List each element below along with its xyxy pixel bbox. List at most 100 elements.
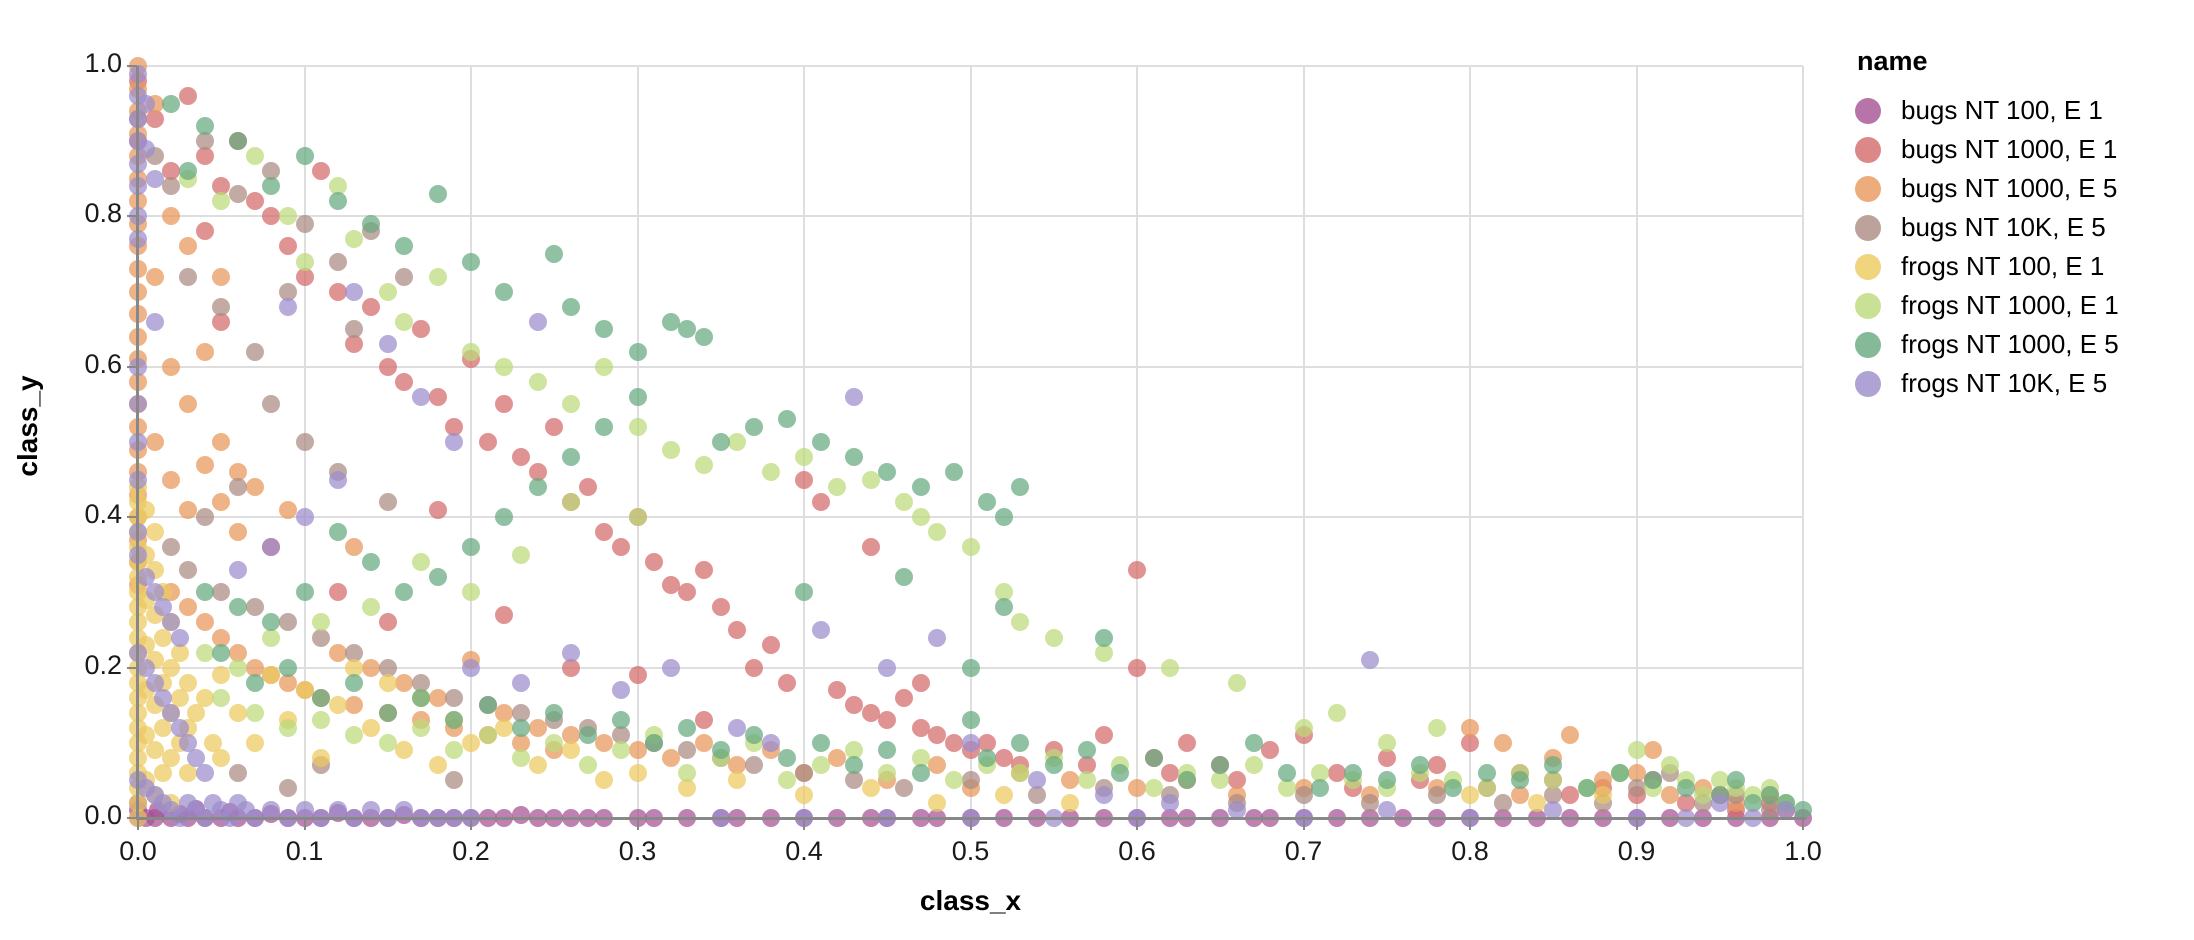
data-point: [145, 267, 164, 286]
data-point: [445, 433, 464, 451]
data-point: [195, 132, 214, 151]
data-point: [295, 508, 314, 527]
data-point: [378, 613, 397, 632]
data-point: [844, 448, 863, 467]
data-point: [1560, 786, 1579, 805]
data-point: [778, 673, 797, 692]
data-point: [561, 395, 580, 414]
data-point: [611, 538, 630, 557]
legend-swatch-icon: [1855, 253, 1881, 280]
gridline-vertical: [636, 66, 639, 818]
data-point: [561, 493, 580, 512]
data-point: [195, 583, 214, 602]
legend-swatch-icon: [1855, 97, 1881, 124]
data-point: [911, 763, 930, 782]
legend-item[interactable]: frogs NT 1000, E 1: [1855, 286, 2185, 325]
data-point: [1594, 786, 1613, 805]
data-point: [178, 162, 197, 181]
data-point: [228, 132, 247, 151]
data-point: [245, 342, 264, 361]
data-point: [1477, 778, 1496, 797]
legend-item-label: frogs NT 1000, E 1: [1901, 290, 2119, 320]
data-point: [162, 207, 181, 226]
data-point: [861, 538, 880, 557]
data-point: [778, 771, 797, 790]
data-point: [1744, 793, 1763, 812]
gridline-vertical: [969, 66, 972, 818]
x-axis-title: class_x: [919, 885, 1022, 916]
data-point: [295, 681, 314, 700]
data-point: [278, 613, 297, 632]
data-point: [195, 688, 214, 707]
data-point: [1011, 478, 1030, 497]
data-point: [262, 801, 281, 820]
data-point: [345, 320, 364, 339]
data-point: [678, 763, 697, 782]
data-point: [428, 267, 447, 286]
legend-swatch-icon: [1855, 331, 1881, 358]
data-point: [1377, 771, 1396, 790]
data-point: [561, 297, 580, 316]
data-point: [1544, 756, 1563, 775]
data-point: [1094, 628, 1113, 647]
legend-item[interactable]: bugs NT 10K, E 5: [1855, 208, 2185, 247]
y-tick-mark: [127, 65, 137, 67]
legend-item[interactable]: frogs NT 100, E 1: [1855, 247, 2185, 286]
data-point: [445, 771, 464, 790]
data-point: [170, 718, 189, 737]
data-point: [595, 523, 614, 542]
data-point: [561, 643, 580, 662]
data-point: [428, 387, 447, 406]
data-point: [628, 741, 647, 760]
data-point: [445, 417, 464, 436]
data-point: [262, 395, 281, 414]
data-point: [212, 192, 231, 211]
data-point: [828, 681, 847, 700]
data-point: [1677, 793, 1696, 812]
data-point: [378, 335, 397, 354]
legend-item[interactable]: bugs NT 1000, E 5: [1855, 169, 2185, 208]
x-tick-mark: [1302, 820, 1305, 830]
y-axis-title: class_y: [12, 375, 43, 477]
legend-item[interactable]: frogs NT 1000, E 5: [1855, 325, 2185, 364]
x-tick-label: 0.8: [1451, 836, 1489, 866]
data-point: [245, 147, 264, 166]
data-point: [1461, 786, 1479, 805]
legend-items: bugs NT 100, E 1 bugs NT 1000, E 1 bugs NT…: [1855, 91, 2185, 403]
data-point: [395, 267, 414, 286]
data-point: [1760, 786, 1779, 805]
data-point: [795, 763, 813, 782]
data-point: [378, 357, 397, 376]
data-point: [137, 726, 156, 745]
data-point: [978, 493, 997, 512]
data-point: [528, 463, 547, 482]
data-point: [961, 711, 980, 730]
gridline-horizontal: [138, 65, 1803, 67]
data-point: [212, 433, 231, 451]
data-point: [1128, 658, 1146, 677]
data-point: [195, 147, 214, 166]
legend-item[interactable]: frogs NT 10K, E 5: [1855, 364, 2185, 403]
data-point: [1377, 801, 1396, 820]
data-point: [478, 726, 497, 745]
data-point: [961, 771, 980, 790]
data-point: [478, 696, 497, 715]
data-point: [561, 726, 580, 745]
data-point: [312, 628, 331, 647]
data-point: [1078, 756, 1097, 775]
data-point: [928, 523, 947, 542]
legend-item-label: bugs NT 10K, E 5: [1901, 212, 2106, 242]
data-point: [1128, 778, 1146, 797]
data-point: [178, 395, 197, 414]
data-point: [695, 455, 714, 474]
data-point: [1694, 786, 1713, 805]
legend-item[interactable]: bugs NT 1000, E 1: [1855, 130, 2185, 169]
data-point: [595, 733, 614, 752]
data-point: [228, 523, 247, 542]
data-point: [911, 748, 930, 767]
data-point: [295, 433, 314, 451]
data-point: [378, 282, 397, 301]
legend-item[interactable]: bugs NT 100, E 1: [1855, 91, 2185, 130]
y-tick-label: 0.6: [84, 348, 122, 379]
